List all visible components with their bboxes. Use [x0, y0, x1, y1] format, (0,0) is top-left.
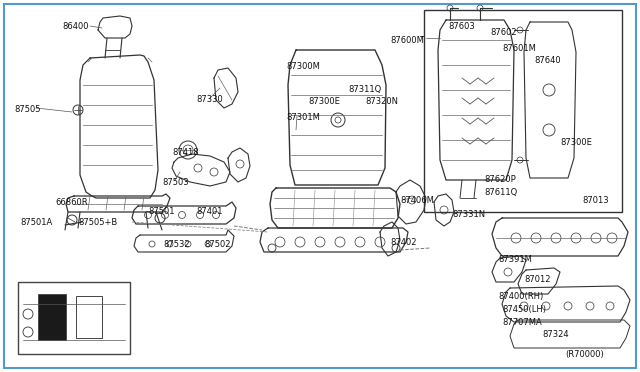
- Text: 87602: 87602: [490, 28, 516, 37]
- Text: 87501A: 87501A: [20, 218, 52, 227]
- Text: 87402: 87402: [390, 238, 417, 247]
- Text: 87603: 87603: [448, 22, 475, 31]
- Text: 87012: 87012: [524, 275, 550, 284]
- Text: 87401: 87401: [196, 207, 223, 216]
- Text: 87300E: 87300E: [308, 97, 340, 106]
- Text: 66860R: 66860R: [55, 198, 88, 207]
- Text: 87450(LH): 87450(LH): [502, 305, 546, 314]
- Text: 87300M: 87300M: [286, 62, 320, 71]
- Text: 87505+B: 87505+B: [78, 218, 117, 227]
- Text: 87406M: 87406M: [400, 196, 434, 205]
- Text: 87503: 87503: [162, 178, 189, 187]
- Text: 87330: 87330: [196, 95, 223, 104]
- Text: 87311Q: 87311Q: [348, 85, 381, 94]
- Text: 87331N: 87331N: [452, 210, 485, 219]
- Text: 87707MA: 87707MA: [502, 318, 541, 327]
- Bar: [424, 10, 622, 212]
- Text: 87501: 87501: [148, 207, 175, 216]
- Text: 87418: 87418: [172, 148, 198, 157]
- Text: 87532: 87532: [163, 240, 189, 249]
- Text: 87502: 87502: [204, 240, 230, 249]
- Text: (R70000): (R70000): [565, 350, 604, 359]
- Text: 86400: 86400: [62, 22, 88, 31]
- Text: 87391M: 87391M: [498, 255, 532, 264]
- Bar: [76, 296, 102, 338]
- Text: 87620P: 87620P: [484, 175, 516, 184]
- Text: 87600M: 87600M: [390, 36, 424, 45]
- Text: 87611Q: 87611Q: [484, 188, 517, 197]
- Text: 87320N: 87320N: [365, 97, 398, 106]
- Text: 87640: 87640: [534, 56, 561, 65]
- Text: 87400(RH): 87400(RH): [498, 292, 543, 301]
- Text: 87505: 87505: [14, 105, 40, 114]
- Bar: [38, 294, 66, 340]
- Text: 87013: 87013: [582, 196, 609, 205]
- Text: 87300E: 87300E: [560, 138, 592, 147]
- Bar: [18, 282, 130, 354]
- Text: 87601M: 87601M: [502, 44, 536, 53]
- Text: 87301M: 87301M: [286, 113, 320, 122]
- Text: 87324: 87324: [542, 330, 568, 339]
